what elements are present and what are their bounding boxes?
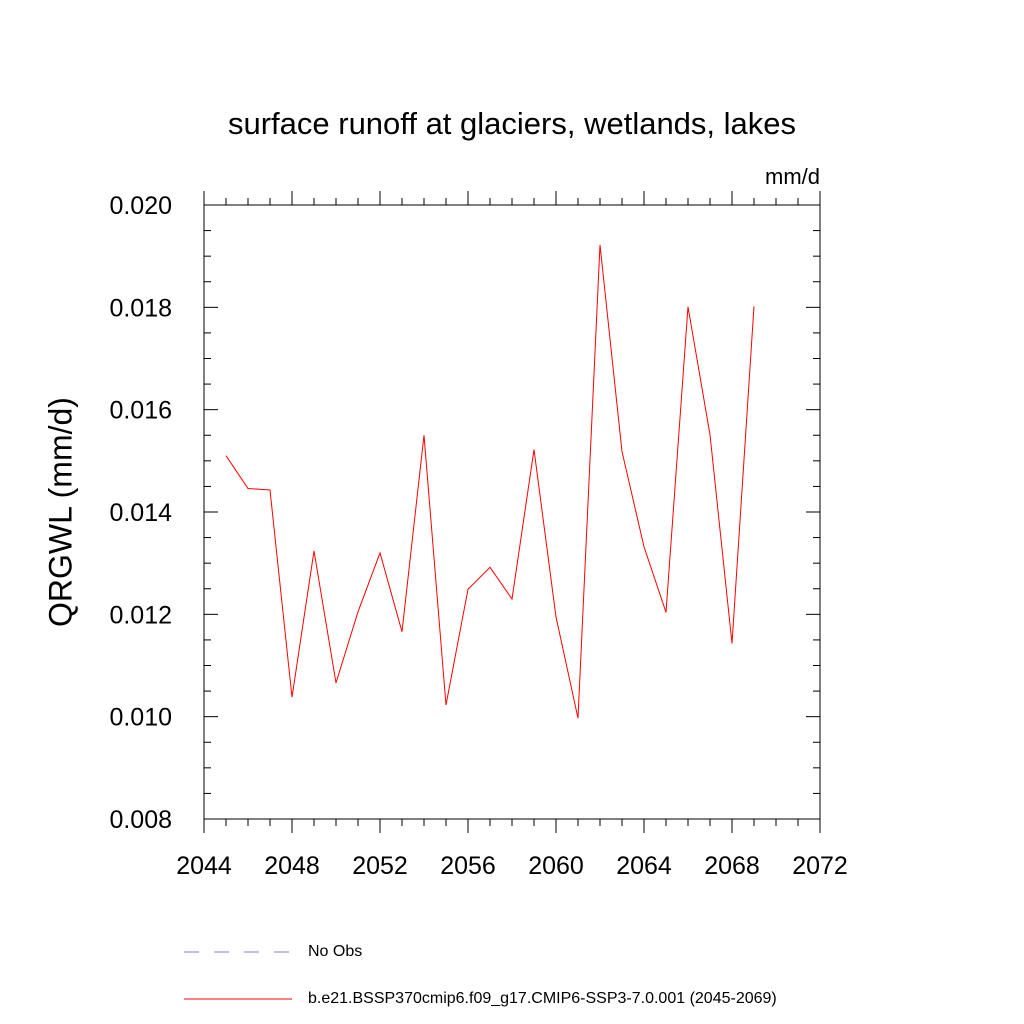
legend	[184, 951, 292, 1000]
y-tick-label: 0.012	[109, 601, 172, 629]
units-label: mm/d	[765, 164, 820, 189]
y-tick-label: 0.018	[109, 294, 172, 322]
x-tick-label: 2044	[176, 852, 232, 880]
legend-label-no-obs: No Obs	[308, 943, 363, 960]
x-tick-label: 2060	[528, 852, 584, 880]
y-tick-label: 0.010	[109, 704, 172, 732]
y-tick-label: 0.016	[109, 397, 172, 425]
series-layer	[225, 244, 755, 719]
legend-label-model-run: b.e21.BSSP370cmip6.f09_g17.CMIP6-SSP3-7.…	[308, 990, 777, 1007]
y-tick-label: 0.008	[109, 806, 172, 834]
y-tick-label: 0.020	[109, 192, 172, 220]
y-tick-label: 0.014	[109, 499, 172, 527]
chart-title: surface runoff at glaciers, wetlands, la…	[227, 106, 797, 141]
x-tick-label: 2068	[704, 852, 760, 880]
x-tick-label: 2052	[352, 852, 408, 880]
x-tick-label: 2064	[616, 852, 672, 880]
x-tick-label: 2072	[792, 852, 848, 880]
x-tick-label: 2056	[440, 852, 496, 880]
x-tick-label: 2048	[264, 852, 320, 880]
series-line-model-run	[225, 244, 755, 719]
axes: 2044 2048 2052 2056 2060 2064 2068 2072 0.008 0.0…	[109, 191, 848, 880]
plot-frame	[203, 204, 821, 820]
